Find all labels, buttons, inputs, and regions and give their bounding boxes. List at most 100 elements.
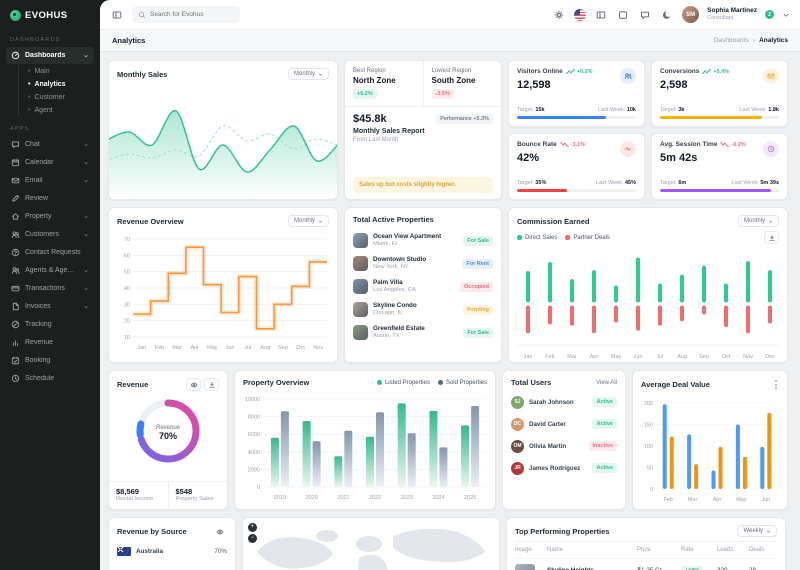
property-list-item[interactable]: Downtown Studio New York, NY For Rent: [353, 252, 493, 275]
top-properties-title: Top Performing Properties: [515, 526, 610, 536]
property-list-item[interactable]: Ocean View Apartment Miami, FL For Sale: [353, 229, 493, 252]
stat-title: Avg. Session Time: [660, 141, 718, 148]
property-status-badge: Occupied: [459, 281, 493, 292]
stat-trend: -3.1%: [559, 141, 585, 148]
map-zoom-out-button[interactable]: −: [248, 534, 257, 543]
download-icon[interactable]: [204, 378, 219, 391]
sidebar: EVOHUS DASHBOARDS Dashboards • Main • Analyti…: [0, 0, 100, 570]
svg-text:Mar: Mar: [172, 345, 182, 351]
sidebar-item-customers[interactable]: Customers: [6, 226, 94, 243]
user-list-item[interactable]: SJ Sarah Johnson Active: [511, 391, 617, 413]
performance-badge: Performance +5.3%: [436, 114, 493, 124]
svg-text:2025: 2025: [464, 495, 476, 501]
svg-text:Oct: Oct: [296, 345, 305, 351]
search-input[interactable]: [150, 11, 234, 18]
apps-grid-icon[interactable]: [594, 8, 608, 22]
stat-value: 42%: [517, 152, 540, 164]
search-icon: [138, 11, 146, 19]
stat-trend: +6.2%: [565, 68, 593, 75]
search-input-wrap[interactable]: [132, 6, 240, 23]
property-name: Skyline Heights: [547, 567, 637, 570]
sidebar-item-email[interactable]: Email: [6, 172, 94, 189]
average-deal-bar-chart: 0 50 100 150 200 Feb Mar Apr May Jun: [644, 401, 778, 503]
world-map[interactable]: [243, 518, 499, 570]
sidebar-item-invoices[interactable]: Invoices: [6, 298, 94, 315]
sidebar-item-calendar[interactable]: Calendar: [6, 154, 94, 171]
sidebar-item-agents-agencies[interactable]: Agents & Agencies: [6, 262, 94, 279]
sidebar-item-booking[interactable]: Booking: [6, 352, 94, 369]
user-list-item[interactable]: DC David Carter Active: [511, 413, 617, 435]
source-row-australia[interactable]: Australia 70%: [109, 542, 235, 561]
breadcrumb-item[interactable]: Dashboards: [713, 37, 749, 44]
sidebar-item-dashboards[interactable]: Dashboards: [6, 47, 94, 64]
legend-partner-deals: Partner Deals: [565, 235, 610, 241]
sidebar-item-revenue[interactable]: Revenue: [6, 334, 94, 351]
map-zoom-in-button[interactable]: +: [248, 523, 257, 532]
view-all-link[interactable]: View All: [596, 379, 617, 386]
user-avatar[interactable]: SM: [682, 6, 700, 23]
monthly-sales-amount: $45.8k: [353, 113, 387, 125]
rental-income-label: Rental Income: [116, 496, 154, 503]
kebab-menu-icon[interactable]: [773, 378, 779, 391]
sidebar-item-property[interactable]: Property: [6, 208, 94, 225]
stat-value: 2,598: [660, 79, 688, 91]
sidebar-item-review[interactable]: Review: [6, 190, 94, 207]
property-thumbnail: [353, 325, 368, 341]
svg-text:8000: 8000: [248, 415, 260, 421]
property-list-item[interactable]: Greenfield Estate Austin, TX For Sale: [353, 321, 493, 344]
svg-text:40: 40: [124, 286, 130, 292]
user-menu-chevron-down-icon[interactable]: [782, 8, 790, 22]
sidebar-toggle-icon[interactable]: [110, 8, 124, 22]
monthly-sales-period-dropdown[interactable]: Monthly: [287, 68, 329, 80]
user-status-badge: Inactive: [588, 441, 617, 451]
sidebar-item-tracking[interactable]: Tracking: [6, 316, 94, 333]
user-role: Consultant: [707, 15, 734, 22]
svg-text:150: 150: [644, 423, 653, 429]
sidebar-subitem-analytics[interactable]: • Analytics: [28, 80, 66, 89]
svg-text:0: 0: [257, 485, 260, 491]
property-overview-title: Property Overview: [243, 378, 310, 387]
svg-text:Aug: Aug: [260, 345, 270, 351]
svg-text:May: May: [611, 354, 622, 360]
svg-text:Nov: Nov: [313, 345, 323, 351]
top-properties-period-dropdown[interactable]: Weekly: [737, 525, 777, 537]
svg-text:10000: 10000: [245, 397, 260, 403]
sidebar-item-transactions[interactable]: Transactions: [6, 280, 94, 297]
svg-text:Jul: Jul: [244, 345, 251, 351]
svg-text:200: 200: [644, 401, 653, 407]
avatar: SJ: [511, 395, 524, 409]
commission-period-dropdown[interactable]: Monthly: [737, 215, 779, 227]
sidebar-subitem-agent[interactable]: • Agent: [28, 106, 53, 115]
property-list-item[interactable]: Skyline Condo Chicago, IL Pending: [353, 298, 493, 321]
revenue-donut-title: Revenue: [117, 380, 149, 389]
revenue-overview-period-dropdown[interactable]: Monthly: [287, 215, 329, 227]
download-icon[interactable]: [764, 231, 779, 244]
australia-flag-icon: [117, 547, 131, 556]
sidebar-subitem-customer[interactable]: • Customer: [28, 93, 65, 102]
property-sales-label: Property Sales: [175, 496, 214, 503]
messages-icon[interactable]: [638, 8, 652, 22]
sidebar-item-chat[interactable]: Chat: [6, 136, 94, 153]
user-list-item[interactable]: OM Olivia Martin Inactive: [511, 435, 617, 457]
dark-mode-moon-icon[interactable]: [660, 8, 674, 22]
user-list-item[interactable]: JR James Rodriguez Active: [511, 457, 617, 479]
stat-progress-bar: [517, 189, 636, 192]
svg-text:2023: 2023: [401, 495, 413, 501]
table-row[interactable]: Skyline Heights ₹1.25 Cr +18% 320 28: [515, 559, 777, 570]
settings-gear-icon[interactable]: [552, 8, 566, 22]
svg-text:0: 0: [650, 487, 653, 493]
sidebar-subitem-main[interactable]: • Main: [28, 67, 50, 76]
svg-text:2020: 2020: [305, 495, 317, 501]
eye-icon[interactable]: [212, 525, 227, 538]
property-list-item[interactable]: Palm Villa Los Angeles, CA Occupied: [353, 275, 493, 298]
page-title: Analytics: [112, 36, 146, 45]
user-status-badge: Active: [592, 419, 617, 429]
language-flag-icon[interactable]: [574, 8, 587, 21]
total-users-card: Total Users View All SJ Sarah Johnson Ac…: [502, 370, 626, 510]
stat-title: Conversions: [660, 68, 700, 75]
notifications-icon[interactable]: [616, 8, 630, 22]
eye-icon[interactable]: [186, 378, 201, 391]
sidebar-item-schedule[interactable]: Schedule: [6, 370, 94, 387]
sidebar-item-contact-requests[interactable]: Contact Requests: [6, 244, 94, 261]
rental-income-value: $8,569: [116, 486, 139, 496]
